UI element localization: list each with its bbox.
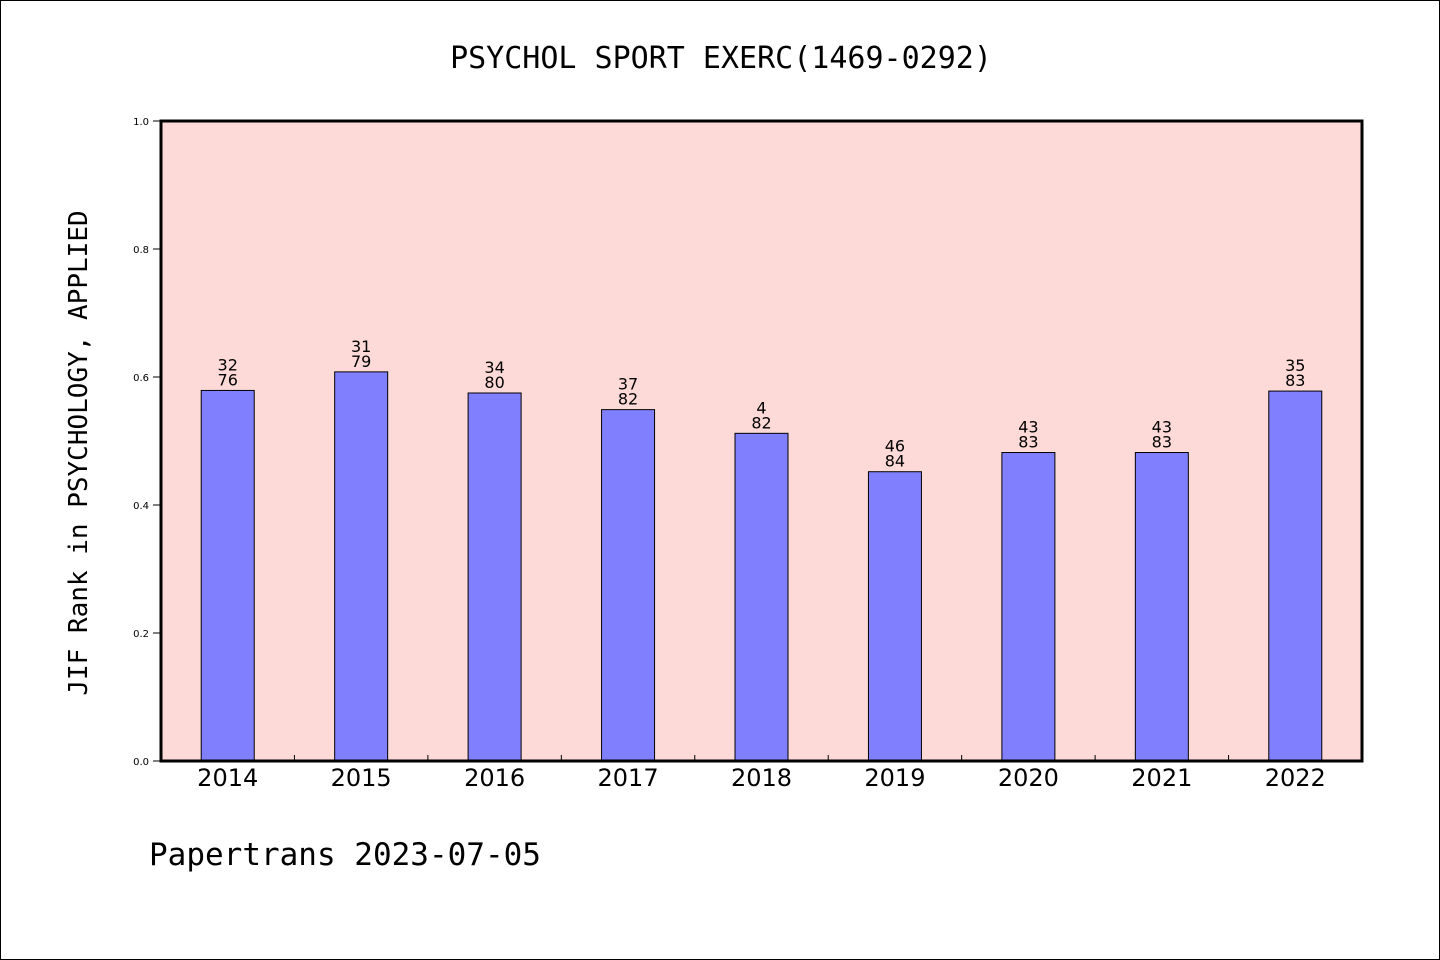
bar-2022 xyxy=(1269,391,1322,761)
x-tick-label: 2020 xyxy=(998,764,1059,792)
bar-2017 xyxy=(602,410,655,761)
data-label-total: 84 xyxy=(885,452,905,471)
x-tick-label: 2018 xyxy=(731,764,792,792)
bar-2014 xyxy=(201,390,254,761)
x-tick-label: 2017 xyxy=(598,764,659,792)
chart-title: PSYCHOL SPORT EXERC(1469-0292) xyxy=(450,41,992,76)
y-axis-label: JIF Rank in PSYCHOLOGY, APPLIED xyxy=(64,210,94,695)
y-tick-label: 0.6 xyxy=(133,373,149,384)
x-tick-label: 2022 xyxy=(1265,764,1326,792)
x-tick-label: 2021 xyxy=(1131,764,1192,792)
x-tick-label: 2014 xyxy=(197,764,258,792)
data-label-total: 82 xyxy=(751,413,771,432)
y-tick-label: 1.0 xyxy=(133,117,149,128)
bar-2021 xyxy=(1135,453,1188,761)
chart-frame: PSYCHOL SPORT EXERC(1469-0292) 32 76 2014 3… xyxy=(0,0,1440,960)
data-label-total: 83 xyxy=(1152,433,1172,452)
bar-2016 xyxy=(468,393,521,761)
bar-2018 xyxy=(735,433,788,761)
data-label-total: 82 xyxy=(618,390,638,409)
y-tick-label: 0.2 xyxy=(133,629,149,640)
x-tick-label: 2019 xyxy=(864,764,925,792)
bar-2019 xyxy=(868,472,921,761)
y-tick-label: 0.0 xyxy=(133,757,149,768)
data-label-total: 79 xyxy=(351,352,371,371)
x-tick-label: 2015 xyxy=(331,764,392,792)
bar-2015 xyxy=(335,372,388,761)
footer-credit: Papertrans 2023-07-05 xyxy=(149,837,541,873)
data-label-total: 83 xyxy=(1285,371,1305,390)
y-tick-label: 0.8 xyxy=(133,245,149,256)
plot-area: 3276201431792015348020163782201748220184… xyxy=(133,117,1362,792)
y-tick-label: 0.4 xyxy=(133,501,149,512)
x-tick-label: 2016 xyxy=(464,764,525,792)
data-label-total: 83 xyxy=(1018,433,1038,452)
bar-2020 xyxy=(1002,453,1055,761)
data-label-total: 76 xyxy=(218,370,238,389)
chart-canvas: PSYCHOL SPORT EXERC(1469-0292) 327620143… xyxy=(1,1,1439,959)
data-label-total: 80 xyxy=(484,373,504,392)
